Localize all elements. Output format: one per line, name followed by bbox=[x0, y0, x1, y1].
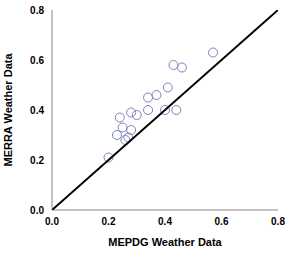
svg-text:0.0: 0.0 bbox=[30, 205, 44, 216]
svg-text:0.6: 0.6 bbox=[30, 55, 44, 66]
svg-text:0.2: 0.2 bbox=[102, 216, 116, 227]
svg-text:0.2: 0.2 bbox=[30, 155, 44, 166]
svg-text:0.8: 0.8 bbox=[30, 5, 44, 16]
svg-text:0.6: 0.6 bbox=[215, 216, 229, 227]
svg-text:0.8: 0.8 bbox=[271, 216, 280, 227]
svg-text:0.4: 0.4 bbox=[158, 216, 172, 227]
svg-text:MEPDG Weather Data: MEPDG Weather Data bbox=[108, 236, 222, 248]
svg-text:0.4: 0.4 bbox=[30, 105, 44, 116]
svg-text:0.0: 0.0 bbox=[45, 216, 59, 227]
svg-text:MERRA Weather Data: MERRA Weather Data bbox=[8, 53, 14, 167]
